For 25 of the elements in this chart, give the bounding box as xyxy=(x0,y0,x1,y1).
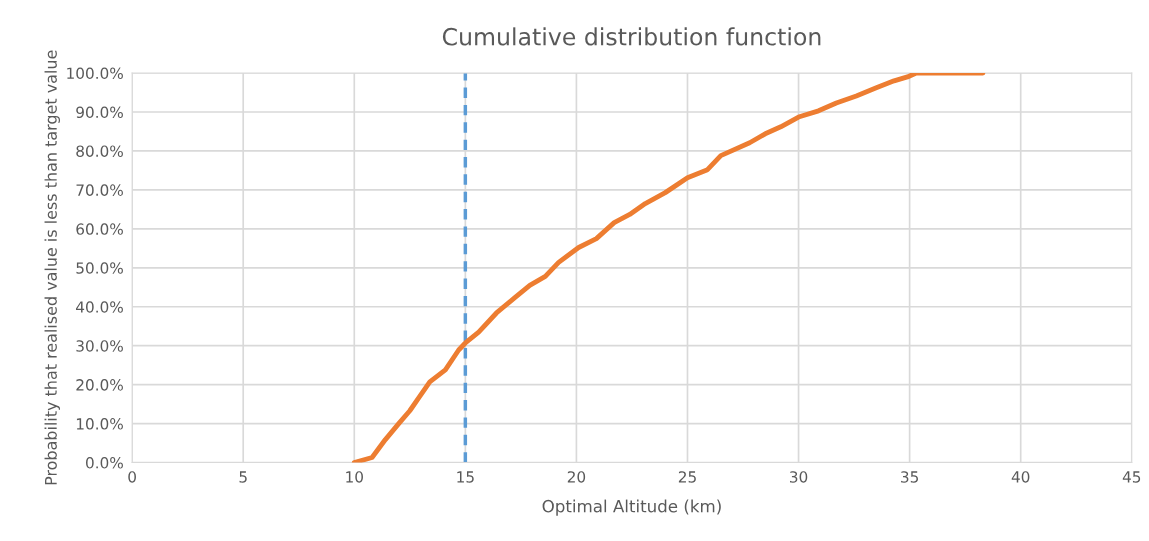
y-tick-label: 10.0% xyxy=(76,418,123,430)
y-tick-label: 50.0% xyxy=(76,262,123,274)
x-tick-label: 45 xyxy=(1122,471,1141,483)
x-tick-label: 0 xyxy=(128,471,136,483)
x-axis-title: Optimal Altitude (km) xyxy=(542,499,721,516)
x-tick-label: 20 xyxy=(567,471,586,483)
y-tick-label: 80.0% xyxy=(76,145,123,157)
y-tick-label: 30.0% xyxy=(76,340,123,352)
y-tick-label: 0.0% xyxy=(86,457,123,469)
x-tick-label: 30 xyxy=(790,471,808,483)
x-tick-label: 25 xyxy=(678,471,696,483)
y-axis-title: Probability that realised value is less than target value xyxy=(44,50,60,485)
line-series xyxy=(351,73,986,463)
x-tick-label: 5 xyxy=(239,471,247,483)
chart-title: Cumulative distribution function xyxy=(442,27,821,46)
x-tick-label: 15 xyxy=(457,471,474,483)
y-tick-label: 100.0% xyxy=(67,67,123,80)
y-tick-label: 70.0% xyxy=(76,184,123,196)
y-tick-label: 60.0% xyxy=(76,223,123,235)
y-tick-label: 20.0% xyxy=(76,379,123,391)
x-tick-label: 35 xyxy=(901,471,919,483)
x-tick-label: 10 xyxy=(346,471,363,483)
y-tick-label: 40.0% xyxy=(76,301,123,313)
y-tick-label: 90.0% xyxy=(76,106,123,119)
x-tick-label: 40 xyxy=(1011,471,1030,483)
